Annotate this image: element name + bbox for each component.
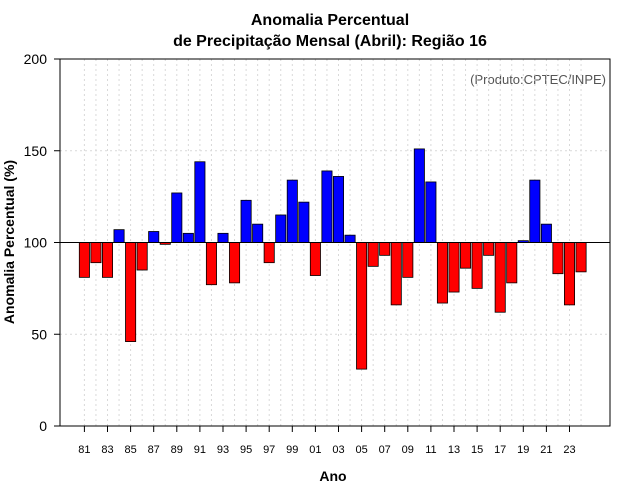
x-tick-label: 99: [286, 444, 298, 456]
bar-20: [529, 179, 541, 243]
x-axis: 81 83 85 87 89 91 93 95 97 99 01 03 05 07 09 11 13 15 17 19…: [78, 426, 576, 456]
credit-text: (Produto:CPTEC/INPE): [470, 72, 606, 87]
bar-84: [113, 229, 125, 243]
bar-23: [564, 242, 576, 306]
bar-22: [552, 242, 564, 275]
x-tick-label: 85: [124, 444, 136, 456]
x-tick-label: 23: [563, 444, 575, 456]
y-tick-label: 100: [24, 235, 48, 251]
x-tick-label: 09: [402, 444, 414, 456]
bar-95: [240, 199, 252, 243]
bar-10: [413, 148, 425, 243]
x-tick-label: 19: [517, 444, 529, 456]
chart-subtitle: de Precipitação Mensal (Abril): Região 1…: [173, 33, 487, 50]
bar-17: [494, 242, 506, 313]
bar-89: [171, 192, 183, 243]
bar-85: [125, 242, 137, 342]
bar-96: [252, 223, 264, 243]
x-tick-label: 11: [425, 444, 436, 456]
x-tick-label: 13: [448, 444, 460, 456]
bar-93: [217, 232, 229, 243]
x-tick-label: 07: [379, 444, 391, 456]
bar-92: [205, 242, 217, 286]
bar-08: [390, 242, 402, 306]
x-tick-label: 15: [471, 444, 483, 456]
x-tick-label: 83: [101, 444, 113, 456]
y-tick-label: 50: [31, 326, 47, 342]
bar-86: [136, 242, 148, 271]
x-axis-label: Ano: [319, 468, 346, 484]
bar-99: [286, 179, 298, 243]
bar-12: [436, 242, 448, 304]
x-tick-label: 17: [494, 444, 506, 456]
y-axis: 0 50 100 150 200: [24, 51, 60, 434]
y-tick-label: 0: [39, 418, 47, 434]
bar-09: [402, 242, 414, 278]
x-tick-label: 89: [171, 444, 183, 456]
bar-16: [483, 242, 495, 256]
bar-18: [506, 242, 518, 284]
x-tick-label: 93: [217, 444, 229, 456]
bar-06: [367, 242, 379, 267]
x-tick-label: 91: [194, 444, 206, 456]
x-tick-label: 05: [355, 444, 367, 456]
y-tick-label: 200: [24, 51, 48, 67]
chart-title: Anomalia Percentual: [251, 12, 409, 29]
bar-94: [229, 242, 241, 284]
bar-82: [90, 242, 102, 264]
bar-83: [102, 242, 114, 278]
bar-04: [344, 234, 356, 243]
bar-11: [425, 181, 437, 243]
bar-15: [471, 242, 483, 289]
x-tick-label: 03: [332, 444, 344, 456]
bar-05: [356, 242, 368, 370]
bar-81: [78, 242, 90, 278]
x-tick-label: 97: [263, 444, 275, 456]
bar-13: [448, 242, 460, 293]
grid-layer: [60, 58, 610, 427]
bar-97: [263, 242, 275, 264]
bar-91: [194, 161, 206, 243]
bar-87: [148, 231, 160, 243]
x-tick-label: 01: [309, 444, 321, 456]
y-axis-label: Anomalia Percentual (%): [1, 160, 17, 324]
bar-02: [321, 170, 333, 243]
x-tick-label: 81: [78, 444, 90, 456]
y-tick-label: 150: [24, 143, 48, 159]
bar-24: [575, 242, 587, 273]
bar-03: [332, 176, 344, 243]
bars-layer: [78, 148, 587, 370]
bar-14: [460, 242, 472, 269]
bar-98: [275, 214, 287, 243]
bar-07: [379, 242, 391, 256]
bar-21: [540, 223, 552, 243]
x-tick-label: 87: [148, 444, 160, 456]
x-tick-label: 21: [540, 444, 552, 456]
x-tick-label: 95: [240, 444, 252, 456]
bar-01: [309, 242, 321, 276]
bar-00: [298, 201, 310, 243]
bar-90: [182, 232, 194, 243]
